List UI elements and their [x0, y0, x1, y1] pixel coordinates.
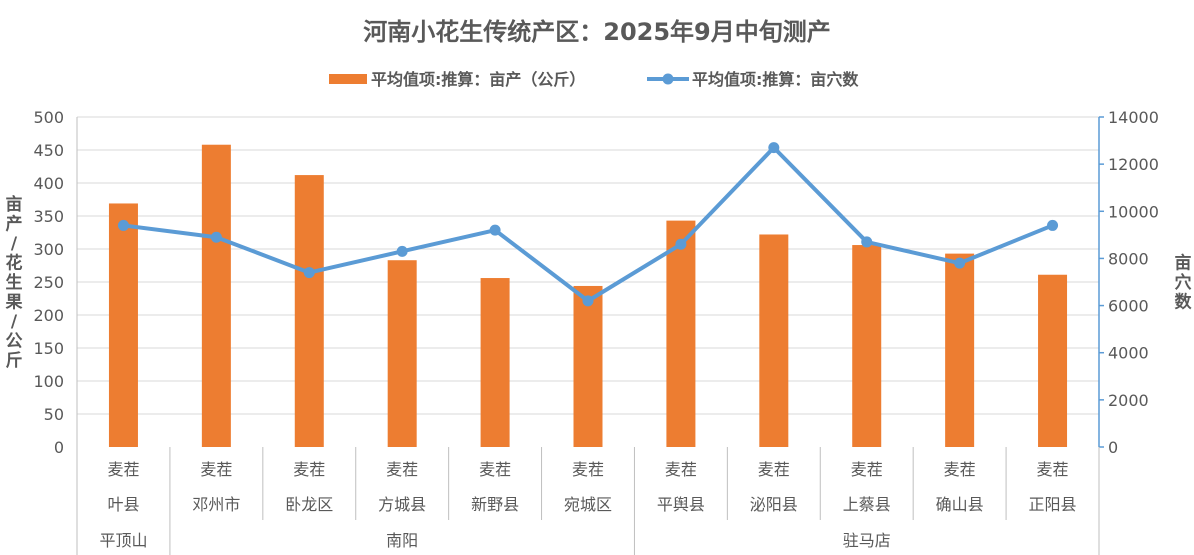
bars	[108, 144, 1068, 447]
category-label: 泌阳县	[750, 495, 798, 514]
crop-label: 麦茬	[851, 460, 883, 479]
y2-tick-label: 10000	[1108, 202, 1159, 221]
line-series	[117, 142, 1059, 307]
category-label: 确山县	[936, 495, 984, 514]
line-point	[954, 257, 966, 269]
legend-swatch-marker	[662, 73, 674, 85]
line-point	[1047, 219, 1059, 231]
bar	[573, 285, 603, 447]
category-label: 上蔡县	[843, 495, 891, 514]
line-point	[210, 231, 222, 243]
y-tick-label: 50	[44, 405, 64, 424]
region-label: 平顶山	[99, 531, 147, 550]
bar	[759, 234, 789, 447]
crop-label: 麦茬	[386, 460, 418, 479]
crop-label: 麦茬	[758, 460, 790, 479]
crop-label: 麦茬	[293, 460, 325, 479]
right-axis-ticks: 0 2000 4000 6000 8000 10000 12000 14000	[1099, 108, 1159, 457]
y2-tick-label: 4000	[1108, 344, 1149, 363]
line-point	[768, 142, 780, 154]
category-label: 新野县	[471, 495, 519, 514]
y-tick-label: 450	[33, 141, 64, 160]
bar	[480, 278, 510, 447]
bar	[1038, 274, 1068, 447]
y-tick-label: 400	[33, 174, 64, 193]
bar	[294, 175, 324, 447]
crop-label: 麦茬	[1037, 460, 1069, 479]
crop-label: 麦茬	[665, 460, 697, 479]
line-point	[861, 236, 873, 248]
axes	[76, 117, 1100, 447]
y-tick-label: 150	[33, 339, 64, 358]
legend-entry-bar: 平均值项:推算：亩产（公斤）	[371, 70, 585, 89]
y2-tick-label: 2000	[1108, 391, 1149, 410]
legend-entry-line: 平均值项:推算：亩穴数	[692, 70, 859, 89]
y2-tick-label: 6000	[1108, 297, 1149, 316]
y-tick-label: 350	[33, 207, 64, 226]
y-axis-title-text: 亩产/花生果/公斤	[6, 194, 23, 371]
bar	[945, 253, 975, 447]
category-label: 邓州市	[192, 495, 240, 514]
line-point	[675, 238, 687, 250]
bar	[108, 203, 138, 447]
legend-swatch-bar	[329, 74, 367, 84]
y2-tick-label: 0	[1108, 438, 1118, 457]
line-point	[396, 245, 408, 257]
y2-axis-title: 亩穴数	[1175, 253, 1193, 313]
bar	[852, 245, 882, 447]
line-point	[303, 267, 315, 279]
category-label: 宛城区	[564, 495, 612, 514]
category-label: 方城县	[378, 495, 426, 514]
y2-tick-label: 12000	[1108, 155, 1159, 174]
y-tick-label: 200	[33, 306, 64, 325]
line-point	[117, 219, 129, 231]
series-line	[123, 145, 1054, 303]
region-label: 驻马店	[843, 531, 891, 550]
legend: 平均值项:推算：亩产（公斤） 平均值项:推算：亩穴数	[329, 70, 859, 89]
y-tick-label: 500	[33, 108, 64, 127]
bar	[666, 220, 696, 447]
y2-tick-label: 8000	[1108, 249, 1149, 268]
y2-axis-title-text: 亩穴数	[1175, 253, 1193, 313]
category-label: 平舆县	[657, 495, 705, 514]
chart-title: 河南小花生传统产区：2025年9月中旬测产	[363, 18, 831, 46]
crop-label: 麦茬	[200, 460, 232, 479]
bar	[201, 144, 231, 447]
category-label: 卧龙区	[285, 495, 333, 514]
y-axis-title: 亩产/花生果/公斤	[6, 194, 23, 371]
left-axis-ticks: 0 50 100 150 200 250 300 350 400 450 500	[33, 108, 64, 457]
crop-label: 麦茬	[479, 460, 511, 479]
line-point	[582, 295, 594, 307]
y-tick-label: 300	[33, 240, 64, 259]
y-tick-label: 250	[33, 273, 64, 292]
bar	[387, 260, 417, 447]
y-tick-label: 100	[33, 372, 64, 391]
region-label: 南阳	[386, 531, 418, 550]
crop-label: 麦茬	[107, 460, 139, 479]
line-point	[489, 224, 501, 236]
crop-label: 麦茬	[572, 460, 604, 479]
crop-label: 麦茬	[944, 460, 976, 479]
category-label: 正阳县	[1029, 495, 1077, 514]
category-label: 叶县	[107, 495, 139, 514]
y-tick-label: 0	[54, 438, 64, 457]
y2-tick-label: 14000	[1108, 108, 1159, 127]
